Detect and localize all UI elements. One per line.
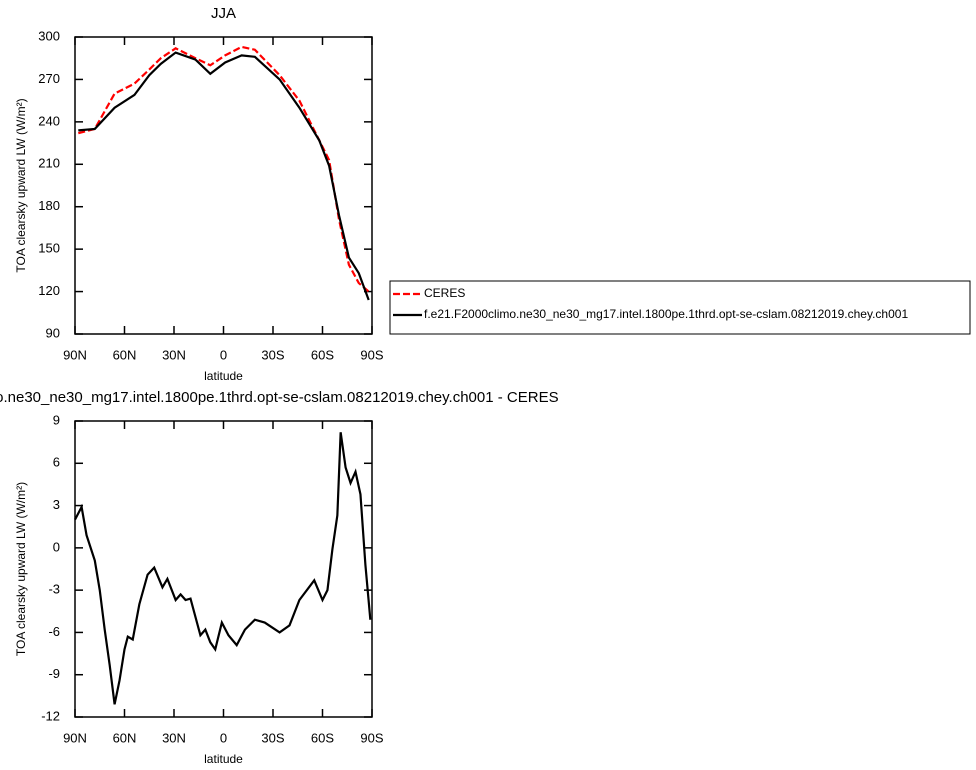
x-tick-label: 0 — [220, 347, 227, 362]
y-tick-label: 0 — [53, 539, 60, 554]
data-line — [74, 432, 372, 705]
y-tick-label: 6 — [53, 455, 60, 470]
x-axis-label: latitude — [204, 369, 243, 383]
x-tick-label: 0 — [220, 730, 227, 745]
y-tick-label: 240 — [38, 113, 60, 128]
y-axis-label: TOA clearsky upward LW (W/m²) — [14, 98, 28, 272]
legend-label: CERES — [424, 286, 465, 300]
y-tick-label: 300 — [38, 28, 60, 43]
x-tick-label: 30N — [162, 730, 186, 745]
y-tick-label: 180 — [38, 198, 60, 213]
x-tick-label: 90S — [360, 347, 383, 362]
plot-frame — [74, 420, 373, 718]
chart-title: JJA — [211, 5, 236, 22]
x-tick-label: 90S — [360, 730, 383, 745]
y-tick-label: -3 — [48, 582, 60, 597]
x-axis-label: latitude — [204, 752, 243, 766]
data-line — [78, 45, 370, 293]
x-tick-label: 60S — [311, 730, 334, 745]
x-tick-label: 90N — [63, 730, 87, 745]
y-axis-label: TOA clearsky upward LW (W/m²) — [14, 482, 28, 656]
plot-frame — [74, 36, 373, 335]
chart-title: f.e21.F2000climo.ne30_ne30_mg17.intel.18… — [0, 389, 559, 406]
y-tick-label: -9 — [48, 666, 60, 681]
x-tick-label: 60N — [113, 730, 137, 745]
data-line — [78, 51, 370, 301]
x-tick-label: 30S — [261, 347, 284, 362]
y-tick-label: 270 — [38, 71, 60, 86]
y-tick-label: 3 — [53, 497, 60, 512]
x-tick-label: 30S — [261, 730, 284, 745]
y-tick-label: 120 — [38, 283, 60, 298]
y-tick-label: 9 — [53, 412, 60, 427]
x-tick-label: 90N — [63, 347, 87, 362]
y-tick-label: 90 — [46, 325, 60, 340]
y-tick-label: 150 — [38, 241, 60, 256]
y-tick-label: -12 — [41, 708, 60, 723]
x-tick-label: 60N — [113, 347, 137, 362]
x-tick-label: 30N — [162, 347, 186, 362]
y-tick-label: 210 — [38, 156, 60, 171]
legend-label: f.e21.F2000climo.ne30_ne30_mg17.intel.18… — [424, 307, 908, 321]
y-tick-label: -6 — [48, 624, 60, 639]
x-tick-label: 60S — [311, 347, 334, 362]
legend-box — [389, 280, 971, 335]
